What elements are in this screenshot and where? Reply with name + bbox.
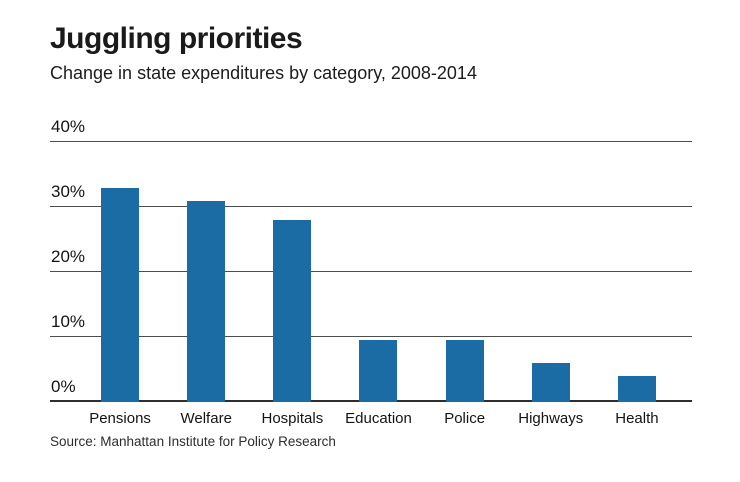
bar-slot-hospitals — [249, 142, 335, 402]
plot-area: 0% 10% 20% 30% 40% — [50, 117, 692, 402]
x-axis-label-welfare: Welfare — [180, 410, 232, 427]
y-tick-label-10: 10% — [51, 312, 86, 331]
gridline-20 — [50, 271, 692, 272]
bar-slot-highways — [508, 142, 594, 402]
x-axis-label-pensions: Pensions — [89, 410, 151, 427]
bar-pensions — [101, 187, 140, 402]
bar-chart: 0% 10% 20% 30% 40% Pensions Welfare Hospitals E… — [50, 117, 692, 427]
gridline-30 — [50, 206, 692, 207]
x-axis-label-hospitals: Hospitals — [261, 410, 324, 427]
y-tick-label-0: 0% — [51, 377, 76, 396]
y-tick-label-20: 20% — [51, 247, 86, 266]
bar-welfare — [187, 200, 226, 402]
x-axis-label-police: Police — [444, 410, 486, 427]
gridline-40 — [50, 141, 692, 142]
source-note: Source: Manhattan Institute for Policy R… — [50, 434, 336, 449]
x-axis-label-highways: Highways — [518, 410, 584, 427]
bar-highways — [531, 363, 570, 402]
bar-education — [359, 340, 398, 402]
gridline-10 — [50, 336, 692, 337]
bars-container — [77, 142, 680, 402]
x-axis-labels: Pensions Welfare Hospitals Education Police H… — [77, 410, 680, 427]
x-axis-label-education: Education — [345, 410, 412, 427]
bar-slot-welfare — [163, 142, 249, 402]
bar-police — [445, 340, 484, 402]
bar-slot-health — [594, 142, 680, 402]
bar-slot-education — [335, 142, 421, 402]
y-tick-label-40: 40% — [51, 117, 86, 136]
bar-hospitals — [273, 220, 312, 402]
bar-health — [617, 376, 656, 402]
y-tick-label-30: 30% — [51, 182, 86, 201]
bar-slot-pensions — [77, 142, 163, 402]
chart-title: Juggling priorities — [50, 22, 303, 55]
x-axis-label-health: Health — [615, 410, 659, 427]
bar-slot-police — [422, 142, 508, 402]
chart-subtitle: Change in state expenditures by category… — [50, 63, 477, 83]
